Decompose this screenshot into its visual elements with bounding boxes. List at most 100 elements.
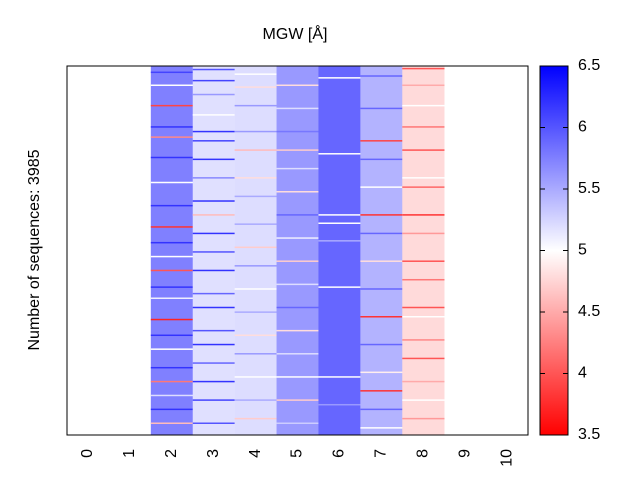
heatmap-cell [234,177,277,179]
heatmap-cell [150,348,194,350]
heatmap-cell [276,191,319,193]
heatmap-cell [234,73,277,75]
heatmap-cell [234,353,277,355]
x-tick-label: 0 [79,449,96,458]
heatmap-cell [150,318,194,321]
x-tick-label: 6 [331,449,348,458]
heatmap-cell [402,104,445,107]
heatmap-cell [234,311,277,313]
colorbar-tick-label: 6 [578,119,587,136]
x-tick-label: 2 [163,449,180,458]
y-axis-label: Number of sequences: 3985 [26,149,43,350]
heatmap-cell [234,288,277,290]
plot-frame [66,65,529,436]
heatmap-cell [192,399,235,401]
heatmap-cell [402,399,445,401]
heatmap-cell [318,222,361,224]
heatmap-cell [360,371,403,374]
x-tick-label: 7 [373,449,390,458]
heatmap-cell [234,376,277,378]
heatmap-cell [318,403,361,406]
heatmap-cell [360,140,403,142]
colorbar-tick-label: 3.5 [578,426,600,443]
heatmap-cell [150,422,194,424]
x-tick-label: 8 [414,449,431,458]
heatmap-cell [360,316,403,318]
heatmap-cell [150,380,194,383]
heatmap-cell [150,286,194,288]
heatmap-cell [276,283,319,286]
heatmap-cell [234,104,277,107]
heatmap-cell [150,394,194,397]
x-tick-label: 9 [456,449,473,458]
heatmap-cell [150,156,194,159]
heatmap-cell [276,167,319,170]
heatmap-column-5 [276,66,319,435]
heatmap-cell [150,408,194,411]
heatmap-cell [402,357,445,360]
heatmap-cell [360,107,403,110]
heatmap-cell [402,339,445,341]
heatmap-cell [360,260,403,262]
heatmap-cell [234,195,277,198]
heatmap-cell [234,265,277,267]
heatmap-cell [276,422,319,424]
heatmap-cell [150,126,194,128]
heatmap-cell [402,260,445,262]
heatmap-cell [150,366,194,369]
heatmap-cell [234,399,277,401]
heatmap-cell [276,260,319,262]
heatmap-cell [150,334,194,337]
heatmap-cell [402,149,445,151]
heatmap-cell [192,329,235,332]
heatmap-cell [150,181,194,184]
heatmap-cell [276,149,319,151]
heatmap-cell [276,353,319,355]
x-tick-label: 4 [247,449,264,458]
heatmap-cell [276,130,319,133]
heatmap-column-4 [234,66,277,435]
heatmap-cell [192,200,235,202]
heatmap-cell [402,186,445,188]
heatmap-cell [192,292,235,295]
heatmap-cell [318,153,361,155]
heatmap-column-6 [318,66,361,435]
heatmap-cell [276,376,319,378]
heatmap-cell [192,422,235,424]
heatmap-column-3 [192,66,235,435]
heatmap-cell [318,77,361,79]
heatmap-cell [150,204,194,207]
heatmap-cell [192,93,235,96]
colorbar-tick-label: 5 [578,242,587,259]
chart-title: MGW [Å] [263,24,328,43]
heatmap-cell [360,158,403,161]
heatmap-cell [150,297,194,299]
heatmap-cell [276,329,319,332]
heatmap-cell [402,177,445,179]
heatmap-cell [192,269,235,272]
heatmap-cell [234,130,277,133]
heatmap-cell [360,408,403,411]
heatmap-column-7 [360,66,403,435]
heatmap-cell [276,399,319,401]
x-tick-label: 1 [121,449,138,458]
heatmap-cell [192,177,235,179]
heatmap-cell [360,232,403,235]
heatmap-cell [192,251,235,253]
colorbar-tick-label: 6.5 [578,57,600,74]
heatmap-cell [276,107,319,110]
heatmap-column-2 [150,66,194,435]
heatmap-cell [192,214,235,216]
colorbar-ticks: 3.5 4 4.5 5 5.5 6 6.5 [540,57,600,443]
heatmap-cell [402,380,445,383]
heatmap-cell [276,306,319,309]
heatmap-cell [150,255,194,258]
heatmap-cell [318,240,361,242]
heatmap-cell [192,140,235,142]
heatmap-cell [360,75,403,77]
heatmap-cell [402,67,445,70]
heatmap-cells [150,66,445,435]
heatmap-cell [360,390,403,392]
heatmap-cell [150,71,194,74]
heatmap-cell [192,130,235,133]
